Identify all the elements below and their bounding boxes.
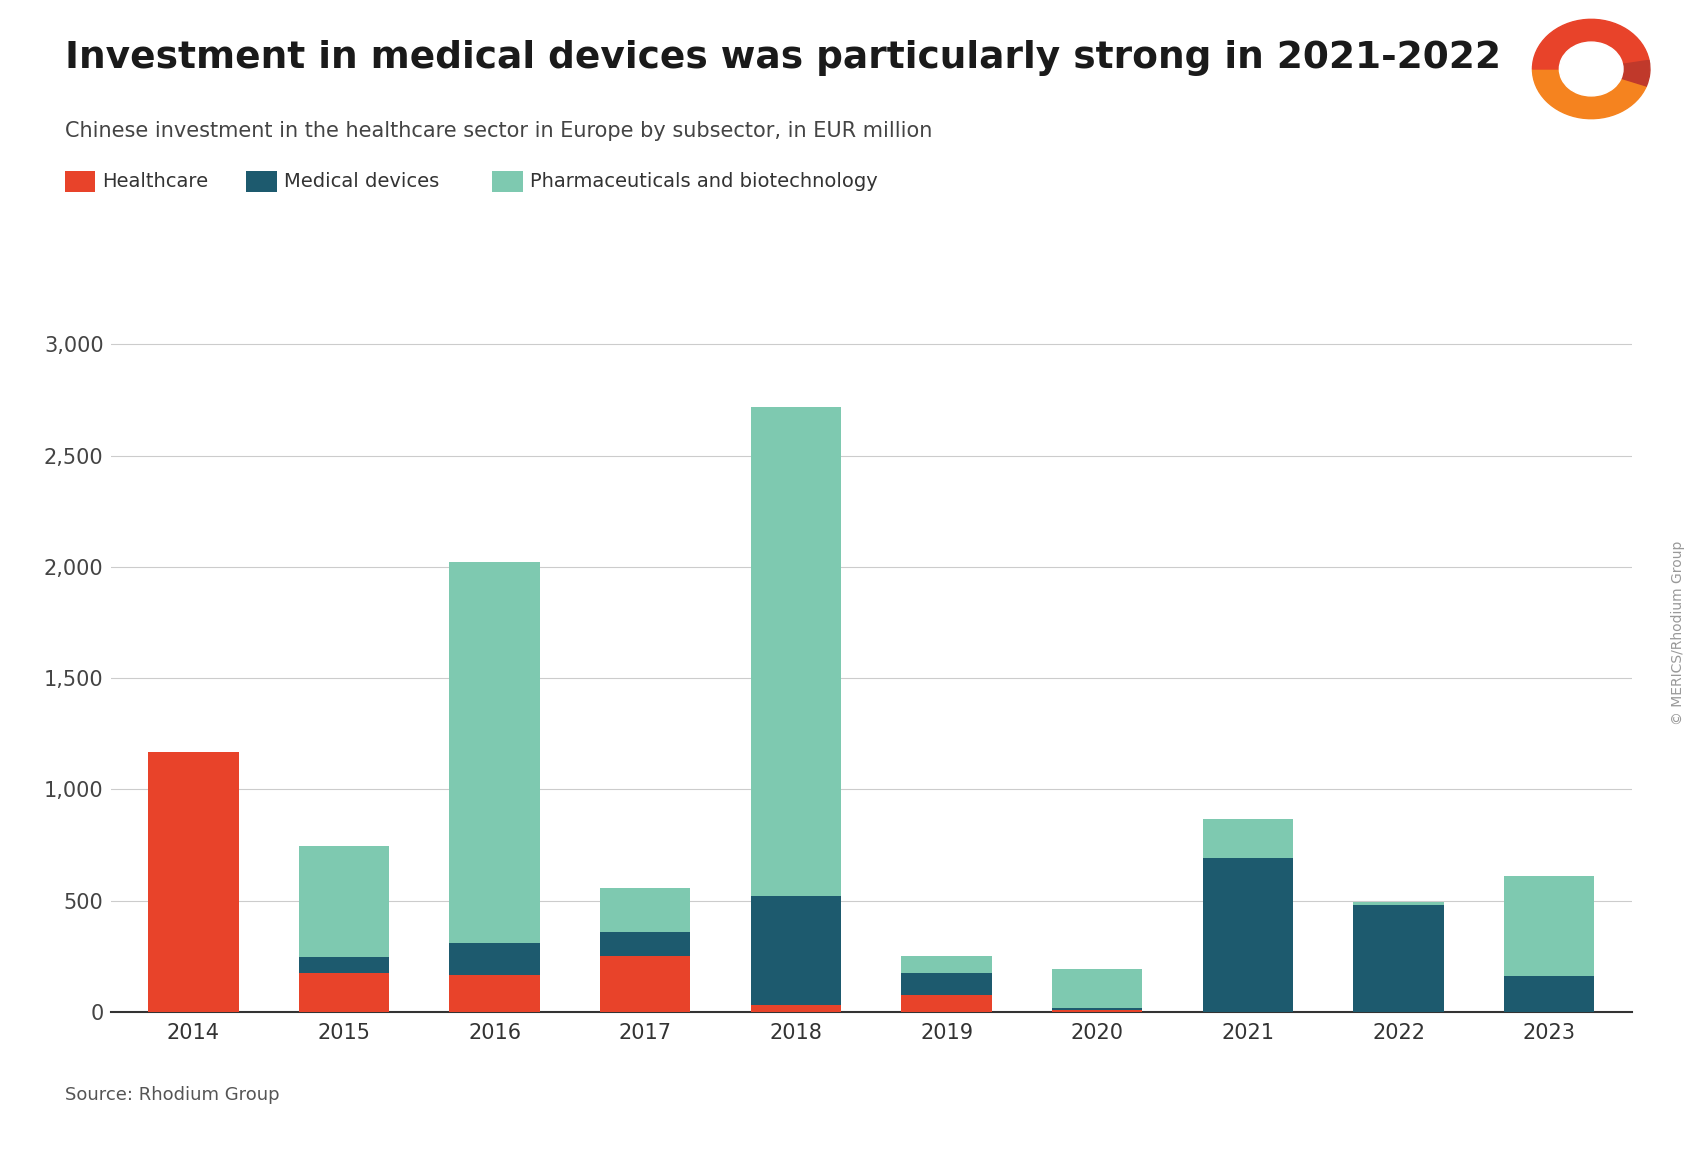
Bar [600, 932, 690, 957]
Bar [449, 562, 541, 943]
Text: Medical devices: Medical devices [284, 172, 439, 191]
Bar [148, 752, 238, 1012]
Bar [600, 957, 690, 1012]
Bar [1353, 905, 1443, 1012]
Bar [600, 889, 690, 932]
Bar [901, 957, 991, 973]
Text: Source: Rhodium Group: Source: Rhodium Group [65, 1086, 279, 1104]
Bar [1353, 902, 1443, 905]
Bar [901, 995, 991, 1012]
Bar [1202, 858, 1294, 1012]
Bar [299, 958, 389, 973]
Bar [449, 975, 541, 1012]
Bar [1504, 976, 1595, 1012]
Wedge shape [1622, 60, 1651, 86]
Bar [299, 973, 389, 1012]
Bar [1052, 1007, 1142, 1010]
Text: © MERICS/Rhodium Group: © MERICS/Rhodium Group [1671, 540, 1685, 724]
Bar [751, 896, 842, 1005]
Wedge shape [1532, 20, 1649, 69]
Text: Investment in medical devices was particularly strong in 2021-2022: Investment in medical devices was partic… [65, 40, 1501, 76]
Bar [299, 846, 389, 958]
Bar [751, 1005, 842, 1012]
Bar [901, 973, 991, 995]
Bar [449, 943, 541, 975]
Bar [1052, 968, 1142, 1007]
Wedge shape [1532, 69, 1646, 118]
Bar [1052, 1010, 1142, 1012]
Bar [1202, 820, 1294, 858]
Text: Pharmaceuticals and biotechnology: Pharmaceuticals and biotechnology [529, 172, 877, 191]
Text: Chinese investment in the healthcare sector in Europe by subsector, in EUR milli: Chinese investment in the healthcare sec… [65, 121, 932, 140]
Bar [751, 407, 842, 896]
Bar [1504, 876, 1595, 976]
Wedge shape [1559, 43, 1624, 95]
Text: Healthcare: Healthcare [102, 172, 207, 191]
